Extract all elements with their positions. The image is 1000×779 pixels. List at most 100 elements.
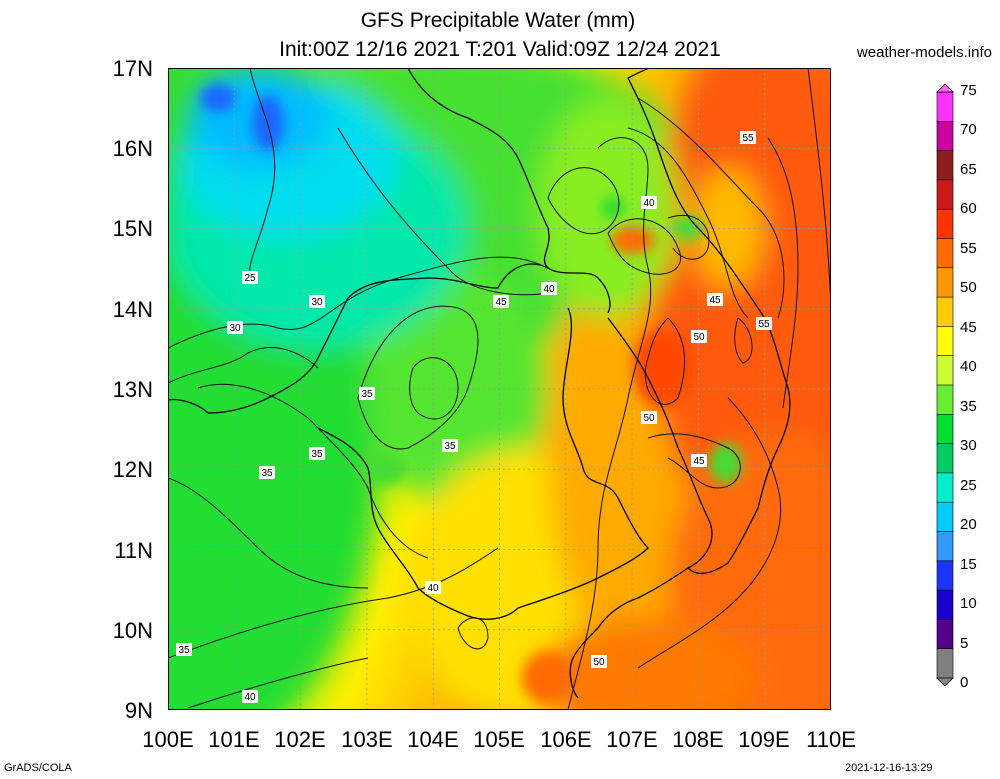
- map-frame: [168, 68, 831, 710]
- precipitable-water-map: 25 30 30 35 35 35 35 35 40 40 40 40 45 4…: [168, 68, 831, 710]
- colorbar-segment: [936, 619, 954, 650]
- colorbar-tick: 40: [960, 358, 977, 375]
- contour-label: 50: [591, 655, 607, 668]
- contour-lines: [168, 68, 831, 710]
- svg-text:30: 30: [229, 323, 241, 334]
- svg-text:40: 40: [643, 198, 655, 209]
- svg-text:50: 50: [593, 657, 605, 668]
- lat-label-12n: 12N: [112, 457, 153, 482]
- lon-label-108e: 108E: [672, 727, 724, 752]
- colorbar-tick: 5: [960, 635, 969, 652]
- map-subtitle: Init:00Z 12/16 2021 T:201 Valid:09Z 12/2…: [279, 38, 721, 61]
- colorbar-tick: 30: [960, 437, 977, 454]
- svg-text:30: 30: [311, 297, 323, 308]
- colorbar-tick: 20: [960, 516, 977, 533]
- colorbar-segment: [936, 384, 954, 416]
- contour-label: 55: [740, 131, 756, 144]
- colorbar-tick: 0: [960, 674, 969, 691]
- contour-label: 50: [691, 330, 707, 343]
- svg-text:45: 45: [693, 456, 705, 467]
- svg-text:50: 50: [693, 332, 705, 343]
- colorbar-segment: [936, 443, 954, 474]
- lon-label-106e: 106E: [540, 727, 592, 752]
- map-title: GFS Precipitable Water (mm): [360, 9, 636, 32]
- lat-label-16n: 16N: [112, 136, 153, 161]
- svg-text:55: 55: [742, 133, 754, 144]
- colorbar-segment: [936, 413, 954, 445]
- contour-label: 35: [259, 466, 275, 479]
- colorbar-tick: 55: [960, 240, 977, 257]
- svg-text:40: 40: [427, 583, 439, 594]
- svg-text:45: 45: [709, 295, 721, 306]
- lon-label-101e: 101E: [208, 727, 260, 752]
- colorbar-segment: [936, 91, 954, 123]
- contour-label: 45: [493, 295, 509, 308]
- contour-label: 30: [309, 295, 325, 308]
- colorbar-tick: 10: [960, 595, 977, 612]
- grid-lines: [168, 68, 831, 710]
- svg-text:35: 35: [261, 468, 273, 479]
- contour-label: 40: [641, 196, 657, 209]
- colorbar: [936, 84, 954, 687]
- lat-label-14n: 14N: [112, 297, 153, 322]
- lat-label-9n: 9N: [124, 698, 153, 723]
- svg-text:25: 25: [244, 273, 256, 284]
- contour-value-labels: 25 30 30 35 35 35 35 35 40 40 40 40 45 4…: [176, 131, 772, 703]
- contour-label: 35: [176, 643, 192, 656]
- contour-label: 55: [756, 317, 772, 330]
- lon-label-102e: 102E: [274, 727, 326, 752]
- colorbar-tick: 25: [960, 477, 977, 494]
- footer-software: GrADS/COLA: [4, 762, 72, 774]
- svg-text:40: 40: [244, 692, 256, 703]
- colorbar-segment: [936, 472, 954, 503]
- lon-label-107e: 107E: [606, 727, 658, 752]
- color-field: [168, 68, 831, 710]
- colorbar-tick: 70: [960, 121, 977, 138]
- svg-text:35: 35: [178, 645, 190, 656]
- colorbar-segment: [936, 120, 954, 152]
- colorbar-tick: 60: [960, 200, 977, 217]
- colorbar-tick: 15: [960, 556, 977, 573]
- contour-label: 35: [442, 439, 458, 452]
- colorbar-segment: [936, 296, 954, 328]
- colorbar-segment: [936, 238, 954, 269]
- lat-label-13n: 13N: [112, 377, 153, 402]
- colorbar-segment: [936, 531, 954, 562]
- contour-label: 50: [641, 411, 657, 424]
- colorbar-segment: [936, 326, 954, 357]
- colorbar-top-arrow: [936, 84, 954, 93]
- svg-text:45: 45: [495, 297, 507, 308]
- footer-timestamp: 2021-12-16-13:29: [845, 762, 933, 774]
- svg-text:35: 35: [361, 389, 373, 400]
- colorbar-segment: [936, 589, 954, 621]
- lat-label-15n: 15N: [112, 216, 153, 241]
- colorbar-segment: [936, 208, 954, 240]
- contour-label: 40: [425, 581, 441, 594]
- contour-label: 35: [359, 387, 375, 400]
- colorbar-tick: 65: [960, 161, 977, 178]
- svg-text:50: 50: [643, 413, 655, 424]
- lon-label-105e: 105E: [473, 727, 525, 752]
- lat-label-17n: 17N: [112, 56, 153, 81]
- svg-text:35: 35: [311, 449, 323, 460]
- colorbar-segment: [936, 648, 954, 679]
- site-attribution: weather-models.info: [856, 44, 992, 61]
- svg-text:40: 40: [543, 284, 555, 295]
- lon-label-110e: 110E: [806, 727, 856, 752]
- lon-label-103e: 103E: [341, 727, 393, 752]
- contour-label: 25: [242, 271, 258, 284]
- lat-label-10n: 10N: [112, 618, 153, 643]
- contour-label: 40: [242, 690, 258, 703]
- colorbar-segment: [936, 179, 954, 211]
- contour-label: 45: [707, 293, 723, 306]
- lon-label-100e: 100E: [142, 727, 194, 752]
- colorbar-tick: 35: [960, 398, 977, 415]
- contour-label: 45: [691, 454, 707, 467]
- colorbar-tick: 75: [960, 82, 977, 99]
- colorbar-segment: [936, 355, 954, 386]
- contour-label: 35: [309, 447, 325, 460]
- contour-label: 30: [227, 321, 243, 334]
- svg-text:55: 55: [758, 319, 770, 330]
- colorbar-tick: 45: [960, 319, 977, 336]
- colorbar-segment: [936, 560, 954, 591]
